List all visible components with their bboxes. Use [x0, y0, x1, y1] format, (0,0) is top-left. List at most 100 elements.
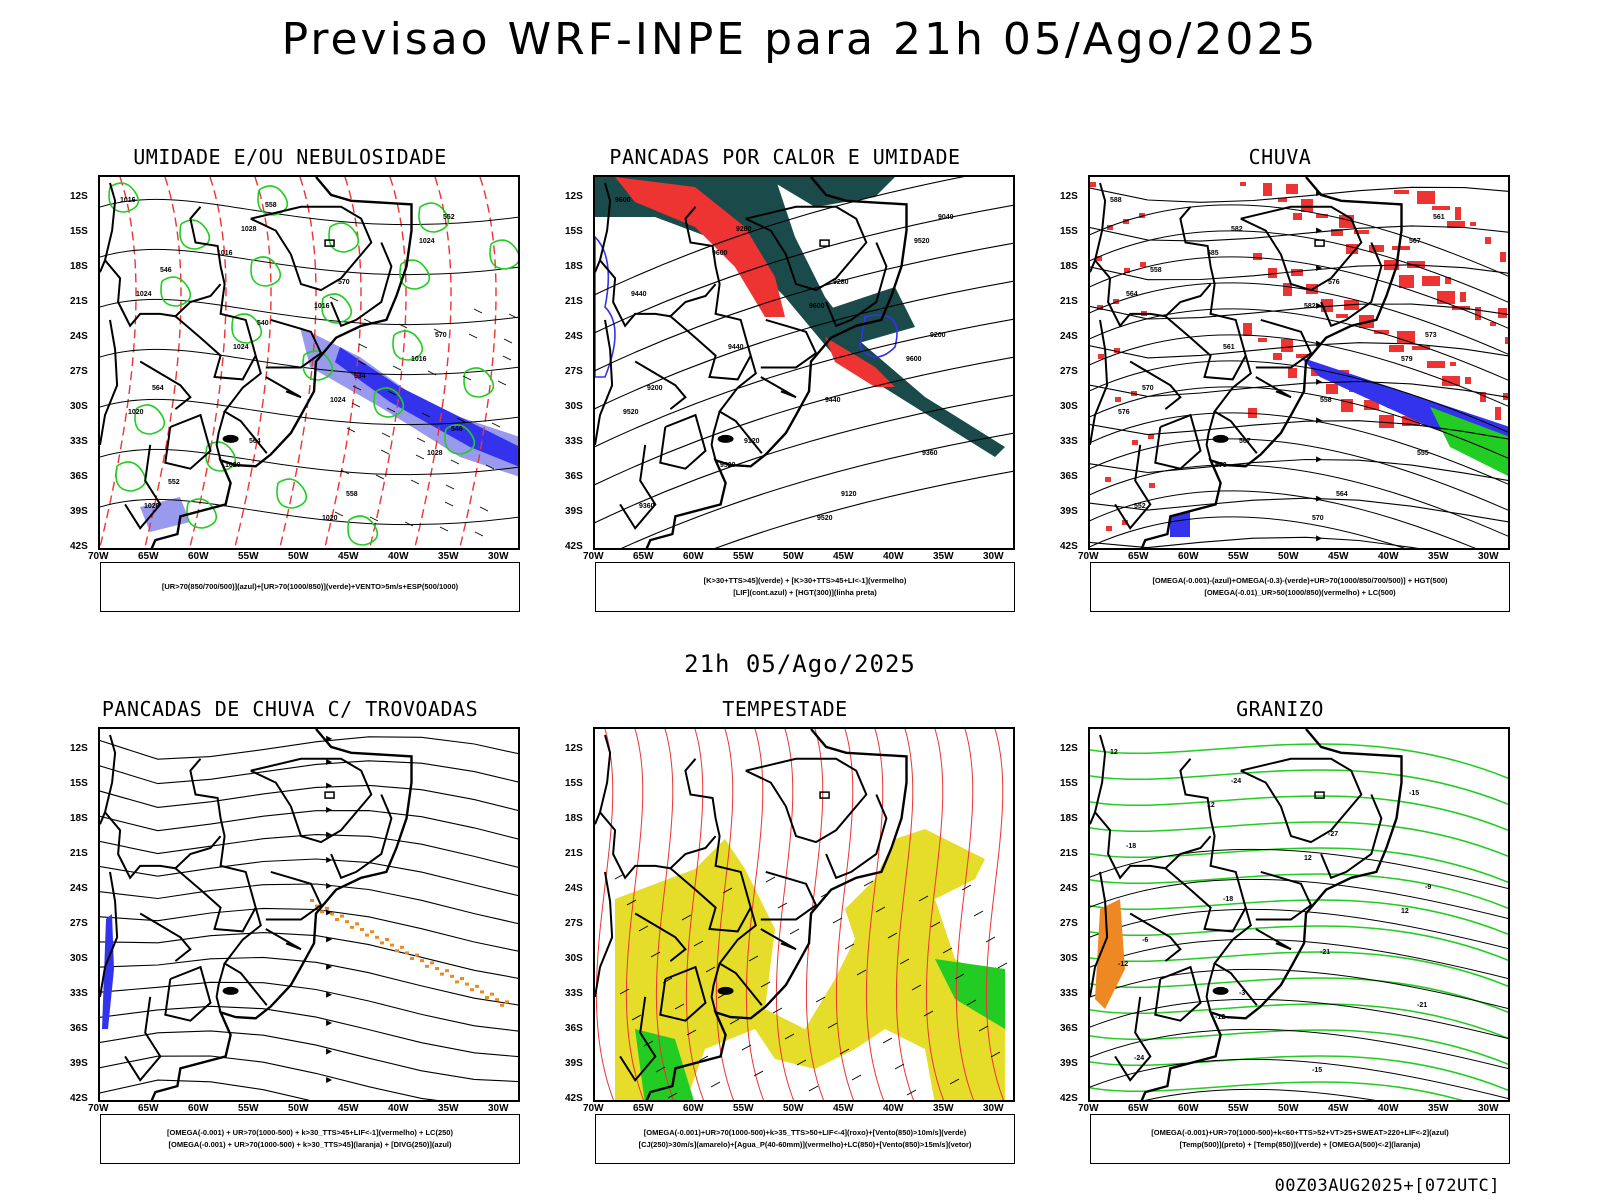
humidity-low-contour — [444, 424, 476, 455]
longitude-tick-label: 55W — [733, 1103, 754, 1114]
latitude-tick-label: 30S — [1060, 401, 1078, 412]
latitude-tick-label: 24S — [565, 883, 583, 894]
wind-vector — [375, 474, 385, 480]
longitude-tick-label: 35W — [933, 551, 954, 562]
thunderstorm-shade — [415, 953, 419, 957]
temp850-contour — [1090, 899, 1508, 936]
thunderstorm-shade — [455, 980, 459, 984]
rain-shade — [1445, 277, 1451, 284]
country-border — [1164, 867, 1247, 933]
country-border — [669, 867, 752, 933]
wind-vector — [380, 449, 390, 455]
thunderstorm-shade — [430, 961, 434, 965]
streamline-arrow — [1316, 227, 1323, 234]
contour-label: 1016 — [120, 197, 136, 204]
pressure-contour — [100, 298, 518, 326]
longitude-tick-label: 40W — [883, 1103, 904, 1114]
rain-shade — [1096, 256, 1102, 261]
thunderstorm-shade — [390, 943, 394, 947]
streamline — [100, 1079, 311, 1100]
wind-vector — [832, 917, 843, 924]
streamline — [1090, 420, 1508, 440]
contour-label: -12 — [1215, 1014, 1225, 1021]
streamline-arrow — [326, 1020, 333, 1027]
omega-shade — [1170, 512, 1190, 537]
longitude-tick-label: 50W — [288, 1103, 309, 1114]
wind-vector — [887, 932, 898, 939]
streamline — [100, 834, 518, 868]
thunderstorm-shade — [350, 925, 354, 929]
contour-label: 561 — [1433, 214, 1445, 221]
rain-shade — [1243, 323, 1252, 336]
longitude-tick-label: 50W — [288, 551, 309, 562]
wind-vector — [741, 1044, 752, 1051]
rain-shade — [1114, 348, 1120, 353]
contour-label: 576 — [1118, 409, 1130, 416]
contour-label: 9280 — [833, 279, 849, 286]
country-border — [100, 871, 119, 998]
streamline-850 — [835, 729, 855, 1100]
wind-vector — [433, 328, 443, 334]
country-border — [1179, 206, 1258, 454]
country-border — [1090, 871, 1109, 998]
instability-shade — [595, 177, 1005, 457]
map-svg: 1016 1016 1016 1016 1020 1020 1020 1024 1024 1024… — [100, 177, 518, 548]
map-svg — [100, 729, 518, 1100]
country-border — [760, 928, 797, 951]
streamline — [100, 981, 518, 1032]
latitude-tick-label: 30S — [1060, 953, 1078, 964]
thickness-contour — [459, 177, 497, 548]
rain-shade — [1258, 338, 1267, 342]
wind-vector — [351, 402, 361, 408]
rain-shade — [1331, 229, 1343, 236]
latitude-tick-label: 15S — [70, 226, 88, 237]
temp500-contour — [1090, 878, 1508, 920]
instability-li-shade — [615, 177, 785, 317]
wind-vector — [923, 1010, 934, 1017]
longitude-tick-label: 55W — [238, 551, 259, 562]
streamline-arrow — [326, 882, 333, 889]
streamline-arrow — [1316, 417, 1323, 424]
longitude-tick-label: 30W — [983, 551, 1004, 562]
humidity-low-contour — [321, 293, 353, 324]
contour-label: -18 — [1223, 896, 1233, 903]
longitude-tick-label: 35W — [1428, 551, 1449, 562]
thunderstorm-shade — [420, 959, 424, 963]
rain-shade — [1149, 483, 1155, 488]
country-border — [265, 318, 323, 369]
streamline-arrow — [326, 758, 333, 765]
country-border — [250, 757, 373, 844]
wind-vector — [415, 454, 425, 460]
temp850-contour — [1090, 925, 1508, 962]
thunderstorm-shade — [360, 928, 364, 931]
contour-label: 12 — [1110, 749, 1118, 756]
rain-shade — [1253, 253, 1262, 260]
wind-vector — [416, 437, 426, 443]
wind-vector — [918, 895, 929, 902]
wind-vector — [357, 360, 367, 366]
country-border — [1320, 242, 1383, 328]
longitude-tick-label: 50W — [1278, 551, 1299, 562]
temp850-contour — [1090, 1003, 1508, 1040]
contour-label: -9 — [1425, 884, 1431, 891]
country-border — [1240, 205, 1363, 292]
map-tempestade — [593, 727, 1015, 1102]
country-border — [710, 411, 721, 461]
rain-shade — [1397, 331, 1415, 344]
thunderstorm-shade — [460, 977, 464, 980]
hgt-contour — [595, 177, 965, 296]
streamline — [1090, 342, 1508, 359]
thunderstorm-shade — [505, 1000, 509, 1004]
legend-line-2: [CJ(250)>30m/s](amarelo)+[Agua_P(40-60mm… — [638, 1140, 972, 1149]
rain-shade — [1293, 213, 1302, 220]
country-border — [598, 182, 717, 328]
latitude-tick-label: 30S — [70, 953, 88, 964]
country-border — [100, 319, 119, 446]
country-border — [250, 205, 373, 292]
streamline-arrow — [326, 963, 333, 970]
longitude-tick-label: 50W — [783, 551, 804, 562]
wind-vector — [930, 921, 941, 928]
latitude-tick-label: 18S — [565, 261, 583, 272]
rain-shade — [1273, 353, 1282, 360]
latitude-tick-label: 36S — [1060, 471, 1078, 482]
